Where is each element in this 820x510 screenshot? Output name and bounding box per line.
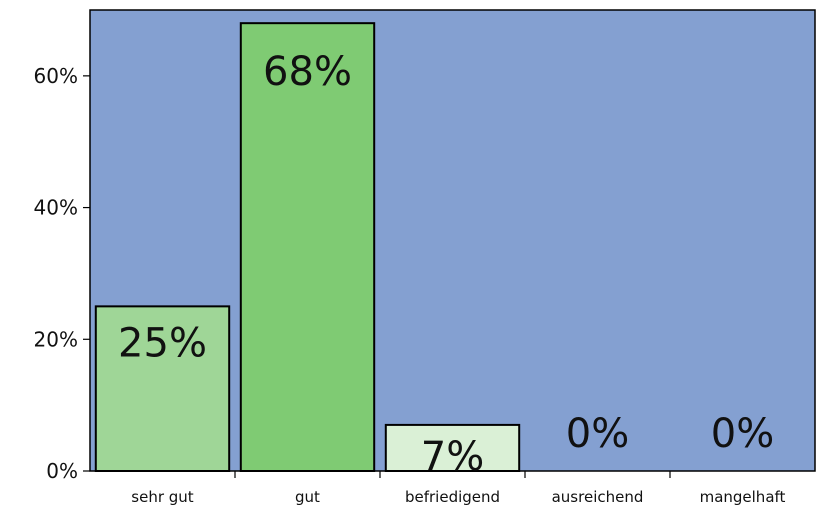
y-tick-label: 40% — [34, 196, 78, 220]
data-labels-layer: 25% 68% 7% 0% 0% — [118, 49, 774, 480]
x-axis: sehr gut gut befriedigend ausreichend mangel… — [131, 471, 786, 506]
data-label: 68% — [263, 49, 352, 95]
bar-sehr-gut — [94, 305, 231, 472]
y-tick-label: 0% — [46, 459, 78, 483]
bar-gut — [239, 22, 376, 473]
y-tick-label: 20% — [34, 327, 78, 351]
bar-befriedigend — [384, 423, 521, 472]
data-label: 0% — [711, 411, 774, 457]
x-tick-label: sehr gut — [131, 488, 194, 506]
y-axis: 0% 20% 40% 60% — [34, 64, 90, 483]
x-tick-label: befriedigend — [405, 488, 500, 506]
data-label: 25% — [118, 320, 207, 366]
x-tick-label: mangelhaft — [700, 488, 786, 506]
bars-layer — [94, 22, 521, 473]
data-label: 0% — [566, 411, 629, 457]
data-label: 7% — [421, 434, 484, 480]
x-tick-label: gut — [295, 488, 320, 506]
y-tick-label: 60% — [34, 64, 78, 88]
x-tick-label: ausreichend — [552, 488, 644, 506]
